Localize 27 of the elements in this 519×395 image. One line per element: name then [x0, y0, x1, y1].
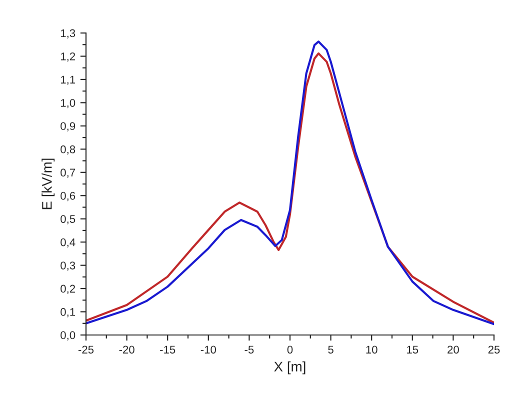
- y-tick-label: 1,2: [60, 52, 76, 62]
- y-tick-label: 0,6: [60, 192, 76, 202]
- x-tick-label: -15: [160, 346, 176, 354]
- y-axis-title: E [kV/m]: [42, 158, 55, 210]
- x-tick-label: 10: [366, 346, 378, 354]
- x-tick-label: 15: [407, 346, 418, 354]
- y-tick-label: 0,4: [60, 238, 76, 248]
- y-tick-label: 0,3: [60, 262, 76, 271]
- y-tick-label: 1,3: [60, 29, 76, 38]
- y-tick-label: 0,7: [60, 168, 76, 178]
- y-tick-label: 0,0: [60, 331, 76, 340]
- y-tick-label: 0,2: [60, 284, 76, 294]
- y-tick-label: 1,1: [60, 76, 76, 85]
- y-tick-label: 0,8: [60, 145, 76, 155]
- y-tick-label: 0,1: [60, 308, 76, 318]
- x-tick-label: 5: [328, 346, 334, 354]
- x-tick-label: 0: [287, 346, 293, 354]
- x-tick-label: -10: [200, 346, 216, 354]
- x-axis-title: X [m]: [274, 361, 306, 374]
- y-tick-label: 1,0: [60, 98, 76, 108]
- y-tick-label: 0,9: [60, 122, 76, 132]
- x-tick-label: 25: [488, 346, 500, 354]
- x-tick-label: -5: [244, 346, 254, 354]
- x-tick-label: -25: [78, 346, 94, 354]
- x-tick-label: -20: [119, 346, 134, 354]
- y-tick-label: 0,5: [60, 215, 76, 224]
- x-tick-label: 20: [448, 346, 459, 354]
